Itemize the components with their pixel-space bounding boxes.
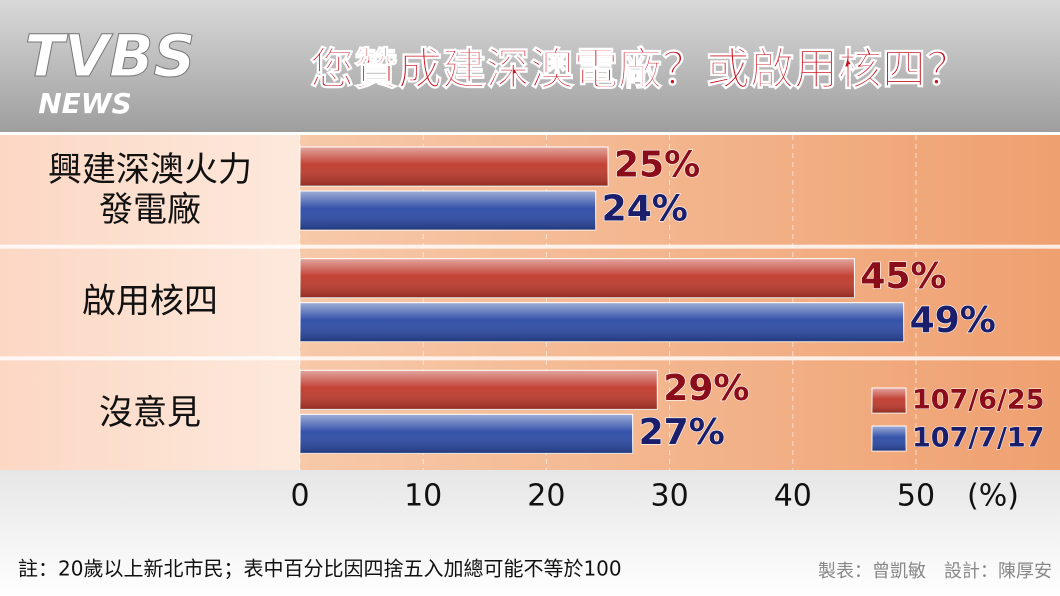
- chart-title: 您贊成建深澳電廠？或啟用核四？: [310, 44, 970, 95]
- bar-shine: [300, 258, 855, 298]
- legend-label: 107/7/17: [912, 423, 1044, 454]
- x-axis-label: (%): [967, 479, 1019, 514]
- category-line: 發電廠: [99, 189, 201, 229]
- x-tick-label: 20: [527, 479, 565, 514]
- value-label: 49%: [910, 300, 996, 341]
- row-separator: [0, 244, 1060, 249]
- value-label: 29%: [663, 368, 749, 409]
- bar-shine: [300, 302, 904, 342]
- legend-shine: [872, 388, 906, 413]
- x-tick-label: 30: [651, 479, 689, 514]
- x-tick-label: 10: [404, 479, 442, 514]
- value-label: 27%: [639, 412, 725, 453]
- bar-shine: [300, 191, 596, 230]
- logo-sub: NEWS: [38, 87, 132, 120]
- category-label: 沒意見: [99, 393, 201, 433]
- category-label: 啟用核四: [82, 281, 218, 321]
- category-bg: [0, 135, 300, 470]
- legend-label: 107/6/25: [912, 385, 1044, 416]
- row-separator: [0, 356, 1060, 361]
- credits: 製表：曾凱敏 設計：陳厚安: [818, 561, 1052, 582]
- legend-shine: [872, 426, 906, 451]
- category-line: 啟用核四: [82, 281, 218, 321]
- footnote: 註：20歲以上新北市民；表中百分比因四捨五入加總可能不等於100: [18, 557, 622, 581]
- footer-bg: [0, 470, 1060, 596]
- x-tick-label: 50: [897, 479, 935, 514]
- header-bg: [0, 0, 1060, 132]
- value-label: 24%: [602, 189, 688, 230]
- bar-shine: [300, 414, 633, 454]
- bar-shine: [300, 370, 658, 410]
- category-line: 沒意見: [99, 393, 201, 433]
- bar-shine: [300, 147, 608, 186]
- logo: TVBS: [25, 22, 195, 90]
- category-label: 興建深澳火力發電廠: [48, 149, 252, 229]
- category-line: 興建深澳火力: [48, 149, 252, 189]
- x-tick-label: 40: [774, 479, 812, 514]
- x-tick-label: 0: [290, 479, 309, 514]
- value-label: 25%: [614, 145, 700, 186]
- value-label: 45%: [860, 256, 946, 297]
